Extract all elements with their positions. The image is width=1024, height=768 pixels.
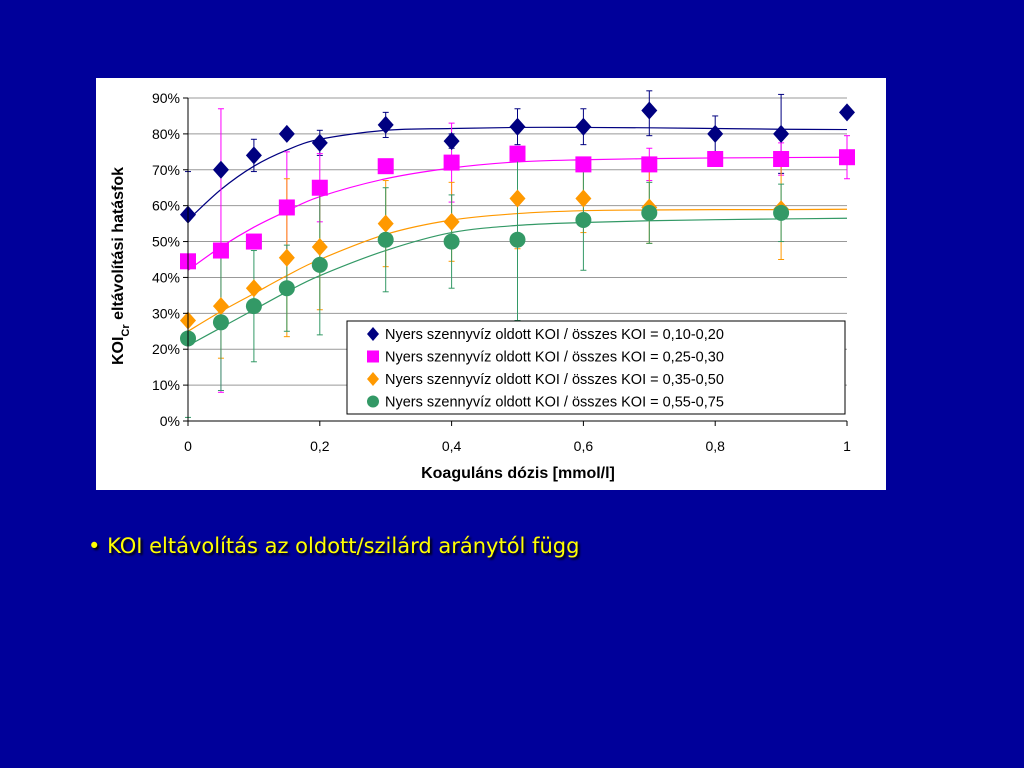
data-point-series-2 bbox=[443, 154, 460, 171]
x-tick-label: 0,6 bbox=[574, 438, 594, 454]
data-point-series-4 bbox=[245, 298, 262, 315]
data-point-series-2 bbox=[212, 242, 229, 259]
data-point-series-1 bbox=[443, 132, 460, 151]
data-point-series-2 bbox=[377, 158, 394, 175]
data-point-series-4 bbox=[575, 212, 592, 229]
data-point-series-1 bbox=[773, 124, 790, 143]
tick-labels: 0% 10% 20% 30% 40% 50% 60% 70% 80% 90% 0 0,2 0,4 0,6 0… bbox=[152, 90, 851, 454]
x-tick-label: 1 bbox=[843, 438, 851, 454]
data-point-series-4 bbox=[509, 231, 526, 248]
y-axis-title-subscript: Cr bbox=[120, 324, 132, 337]
legend-label-3: Nyers szennyvíz oldott KOI / összes KOI … bbox=[385, 372, 724, 388]
bullet-point: • KOI eltávolítás az oldott/szilárd arán… bbox=[88, 534, 579, 558]
x-tick-label: 0 bbox=[184, 438, 192, 454]
data-point-series-1 bbox=[641, 101, 658, 120]
bullet-text: KOI eltávolítás az oldott/szilárd arányt… bbox=[107, 534, 580, 558]
data-point-series-3 bbox=[245, 279, 262, 298]
data-point-series-3 bbox=[377, 214, 394, 233]
data-point-series-2 bbox=[707, 151, 724, 168]
data-point-series-4 bbox=[311, 256, 328, 273]
y-axis-title: KOICr eltávolítási hatásfok bbox=[110, 167, 132, 365]
data-point-series-3 bbox=[278, 248, 295, 267]
data-point-series-2 bbox=[311, 179, 328, 196]
x-tick-label: 0,4 bbox=[442, 438, 462, 454]
data-point-series-3 bbox=[443, 212, 460, 231]
data-markers bbox=[180, 101, 855, 347]
data-point-series-2 bbox=[773, 151, 790, 168]
y-tick-label: 10% bbox=[152, 377, 180, 393]
chart-svg: 0% 10% 20% 30% 40% 50% 60% 70% 80% 90% 0 0,2 0,4 0,6 0… bbox=[110, 90, 855, 482]
x-tick-label: 0,8 bbox=[705, 438, 725, 454]
legend-label-4: Nyers szennyvíz oldott KOI / összes KOI … bbox=[385, 395, 724, 411]
data-point-series-1 bbox=[377, 115, 394, 134]
data-point-series-2 bbox=[839, 149, 855, 166]
legend-marker-3 bbox=[367, 372, 379, 386]
y-tick-label: 60% bbox=[152, 198, 180, 214]
data-point-series-4 bbox=[641, 204, 658, 221]
chart-panel: 0% 10% 20% 30% 40% 50% 60% 70% 80% 90% 0 0,2 0,4 0,6 0… bbox=[96, 78, 886, 490]
data-point-series-4 bbox=[377, 231, 394, 248]
data-point-series-2 bbox=[509, 145, 526, 162]
axes bbox=[183, 97, 848, 426]
y-tick-label: 90% bbox=[152, 90, 180, 106]
legend-label-2: Nyers szennyvíz oldott KOI / összes KOI … bbox=[385, 350, 724, 366]
legend-marker-1 bbox=[367, 327, 379, 341]
data-point-series-4 bbox=[212, 314, 229, 331]
data-point-series-1 bbox=[278, 124, 295, 143]
y-tick-label: 70% bbox=[152, 162, 180, 178]
legend-marker-2 bbox=[367, 350, 379, 363]
data-point-series-1 bbox=[707, 124, 724, 143]
data-point-series-4 bbox=[278, 280, 295, 297]
data-point-series-1 bbox=[245, 146, 262, 165]
data-point-series-4 bbox=[443, 233, 460, 250]
y-tick-label: 50% bbox=[152, 234, 180, 250]
data-point-series-3 bbox=[311, 237, 328, 256]
data-point-series-2 bbox=[641, 156, 658, 173]
data-point-series-4 bbox=[773, 204, 790, 221]
legend-box bbox=[346, 320, 846, 415]
x-axis-title: Koaguláns dózis [mmol/l] bbox=[421, 465, 615, 482]
data-point-series-2 bbox=[278, 199, 295, 216]
y-tick-label: 80% bbox=[152, 126, 180, 142]
data-point-series-3 bbox=[509, 189, 526, 208]
data-point-series-1 bbox=[575, 117, 592, 136]
y-axis-title-main: KOI bbox=[110, 337, 127, 365]
data-point-series-2 bbox=[575, 156, 592, 173]
data-point-series-1 bbox=[311, 133, 328, 152]
legend: Nyers szennyvíz oldott KOI / összes KOI … bbox=[346, 320, 846, 415]
y-axis-title-rest: eltávolítási hatásfok bbox=[110, 167, 127, 324]
data-point-series-1 bbox=[509, 117, 526, 136]
data-point-series-1 bbox=[839, 103, 855, 122]
x-tick-label: 0,2 bbox=[310, 438, 330, 454]
legend-marker-4 bbox=[367, 395, 379, 408]
bullet-marker: • bbox=[88, 534, 101, 558]
y-tick-label: 30% bbox=[152, 305, 180, 321]
legend-label-1: Nyers szennyvíz oldott KOI / összes KOI … bbox=[385, 327, 724, 343]
data-point-series-3 bbox=[575, 189, 592, 208]
y-tick-label: 40% bbox=[152, 269, 180, 285]
y-tick-label: 0% bbox=[160, 413, 180, 429]
data-point-series-3 bbox=[212, 297, 229, 316]
data-point-series-2 bbox=[245, 233, 262, 250]
data-point-series-1 bbox=[212, 160, 229, 179]
y-tick-label: 20% bbox=[152, 341, 180, 357]
